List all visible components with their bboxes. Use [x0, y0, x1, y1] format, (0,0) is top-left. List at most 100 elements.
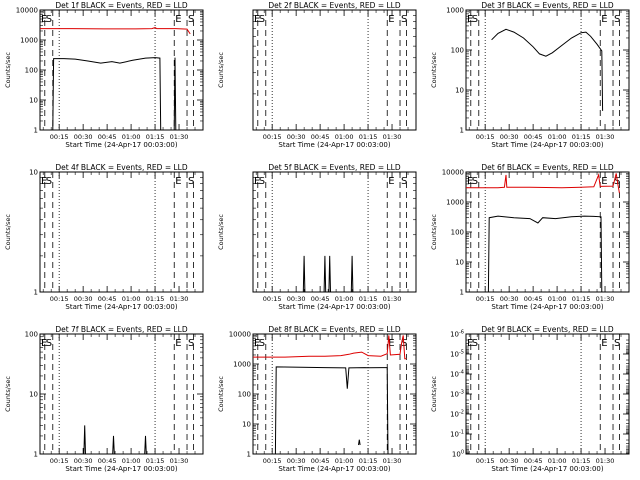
plot-frame [39, 9, 204, 131]
panel-det-9f: Det 9f BLACK = Events, RED = LLD Counts/s… [430, 325, 630, 473]
y-tick-label: 10000 [442, 169, 464, 177]
y-axis-label: Counts/sec [4, 52, 12, 88]
x-tick-label: 01:30 [170, 457, 189, 465]
panel-det-5f: Det 5f BLACK = Events, RED = LLD Counts/s… [217, 163, 417, 311]
panel-title: Det 1f BLACK = Events, RED = LLD [55, 1, 188, 10]
panel-title: Det 9f BLACK = Events, RED = LLD [481, 325, 614, 334]
events-series-line [83, 425, 86, 455]
x-tick-label: 00:30 [74, 133, 93, 141]
x-tick-label: 00:15 [263, 133, 282, 141]
y-tick-label: 10 [29, 391, 38, 399]
events-series-line [52, 57, 177, 131]
y-tick-label: 10 [242, 421, 251, 429]
x-tick-label: 01:00 [548, 295, 567, 303]
marker-label-e: E [467, 14, 473, 25]
events-series-line [358, 439, 361, 446]
panel-title: Det 8f BLACK = Events, RED = LLD [268, 325, 401, 334]
y-axis-label: Counts/sec [4, 376, 12, 412]
tick-label-base: 10 [450, 431, 459, 439]
marker-label-e: E [254, 338, 260, 349]
marker-label-s: S [614, 338, 620, 349]
plot-frame [465, 9, 630, 131]
y-axis-label: Counts/sec [217, 52, 225, 88]
marker-label-e: E [254, 14, 260, 25]
panel-det-7f: Det 7f BLACK = Events, RED = LLD Counts/s… [4, 325, 204, 473]
panel-title: Det 2f BLACK = Events, RED = LLD [268, 1, 401, 10]
x-tick-label: 00:15 [50, 133, 69, 141]
panel-title: Det 5f BLACK = Events, RED = LLD [268, 163, 401, 172]
marker-label-s: S [472, 338, 478, 349]
x-tick-label: 00:45 [311, 133, 330, 141]
x-tick-label: 00:15 [476, 457, 495, 465]
panel-title: Det 7f BLACK = Events, RED = LLD [55, 325, 188, 334]
y-tick-label: 1 [247, 451, 251, 459]
y-tick-label: 1000 [233, 361, 251, 369]
x-axis-label: Start Time (24-Apr-17 00:03:00) [491, 303, 603, 311]
tick-label-exponent: -5 [459, 350, 464, 356]
plot-frame [39, 171, 204, 293]
x-tick-label: 01:30 [596, 295, 615, 303]
marker-label-e: E [175, 338, 181, 349]
marker-label-s: S [259, 338, 265, 349]
x-tick-label: 01:15 [572, 457, 591, 465]
x-tick-label: 01:30 [596, 457, 615, 465]
y-tick-label: 100 [452, 450, 464, 459]
marker-label-s: S [188, 338, 194, 349]
tick-label-base: 10 [450, 331, 459, 339]
tick-label-exponent: -3 [459, 390, 464, 396]
y-tick-label: 10-2 [450, 410, 464, 419]
x-tick-label: 00:15 [476, 295, 495, 303]
y-tick-label: 100 [238, 391, 251, 399]
marker-label-s: S [614, 14, 620, 25]
x-tick-label: 01:15 [572, 295, 591, 303]
marker-label-s: S [401, 176, 407, 187]
marker-label-s: S [472, 14, 478, 25]
panel-det-2f: Det 2f BLACK = Events, RED = LLD Counts/s… [217, 1, 417, 149]
x-axis-label: Start Time (24-Apr-17 00:03:00) [278, 303, 390, 311]
y-tick-label: 10 [29, 97, 38, 105]
x-axis-label: Start Time (24-Apr-17 00:03:00) [491, 465, 603, 473]
y-axis-label: Counts/sec [217, 214, 225, 250]
events-series-line [487, 215, 603, 293]
y-tick-label: 10 [455, 259, 464, 267]
x-tick-label: 01:00 [548, 457, 567, 465]
events-series-line [491, 28, 604, 111]
marker-label-e: E [41, 338, 47, 349]
lld-series-line [466, 172, 620, 194]
x-tick-label: 01:00 [335, 295, 354, 303]
events-series-line [274, 366, 389, 455]
panel-det-8f: Det 8f BLACK = Events, RED = LLD Counts/s… [217, 325, 417, 473]
x-tick-label: 01:30 [383, 295, 402, 303]
plot-frame [465, 171, 630, 293]
panel-title: Det 4f BLACK = Events, RED = LLD [55, 163, 188, 172]
x-tick-label: 00:15 [263, 457, 282, 465]
y-axis-label: Counts/sec [430, 376, 438, 412]
marker-label-e: E [41, 176, 47, 187]
y-tick-label: 10 [29, 169, 38, 177]
tick-label-base: 10 [450, 371, 459, 379]
x-tick-label: 00:45 [524, 133, 543, 141]
y-tick-label: 1 [460, 127, 464, 135]
y-tick-label: 1 [34, 451, 38, 459]
plot-frame [252, 171, 417, 293]
marker-label-e: E [175, 14, 181, 25]
tick-label-base: 10 [450, 391, 459, 399]
events-series-line [323, 255, 327, 293]
panel-title: Det 6f BLACK = Events, RED = LLD [481, 163, 614, 172]
tick-label-exponent: -2 [459, 410, 464, 416]
y-tick-label: 10-6 [450, 330, 464, 339]
x-axis-label: Start Time (24-Apr-17 00:03:00) [278, 465, 390, 473]
marker-label-e: E [601, 14, 607, 25]
x-tick-label: 01:30 [596, 133, 615, 141]
x-tick-label: 01:15 [359, 133, 378, 141]
marker-label-e: E [467, 176, 473, 187]
tick-label-exponent: -4 [459, 370, 464, 376]
x-tick-label: 01:30 [383, 133, 402, 141]
y-tick-label: 10000 [16, 7, 38, 15]
x-tick-label: 00:30 [74, 295, 93, 303]
marker-label-e: E [388, 176, 394, 187]
marker-label-e: E [254, 176, 260, 187]
tick-label-base: 10 [450, 351, 459, 359]
y-tick-label: 1 [34, 289, 38, 297]
y-tick-label: 100 [25, 67, 38, 75]
